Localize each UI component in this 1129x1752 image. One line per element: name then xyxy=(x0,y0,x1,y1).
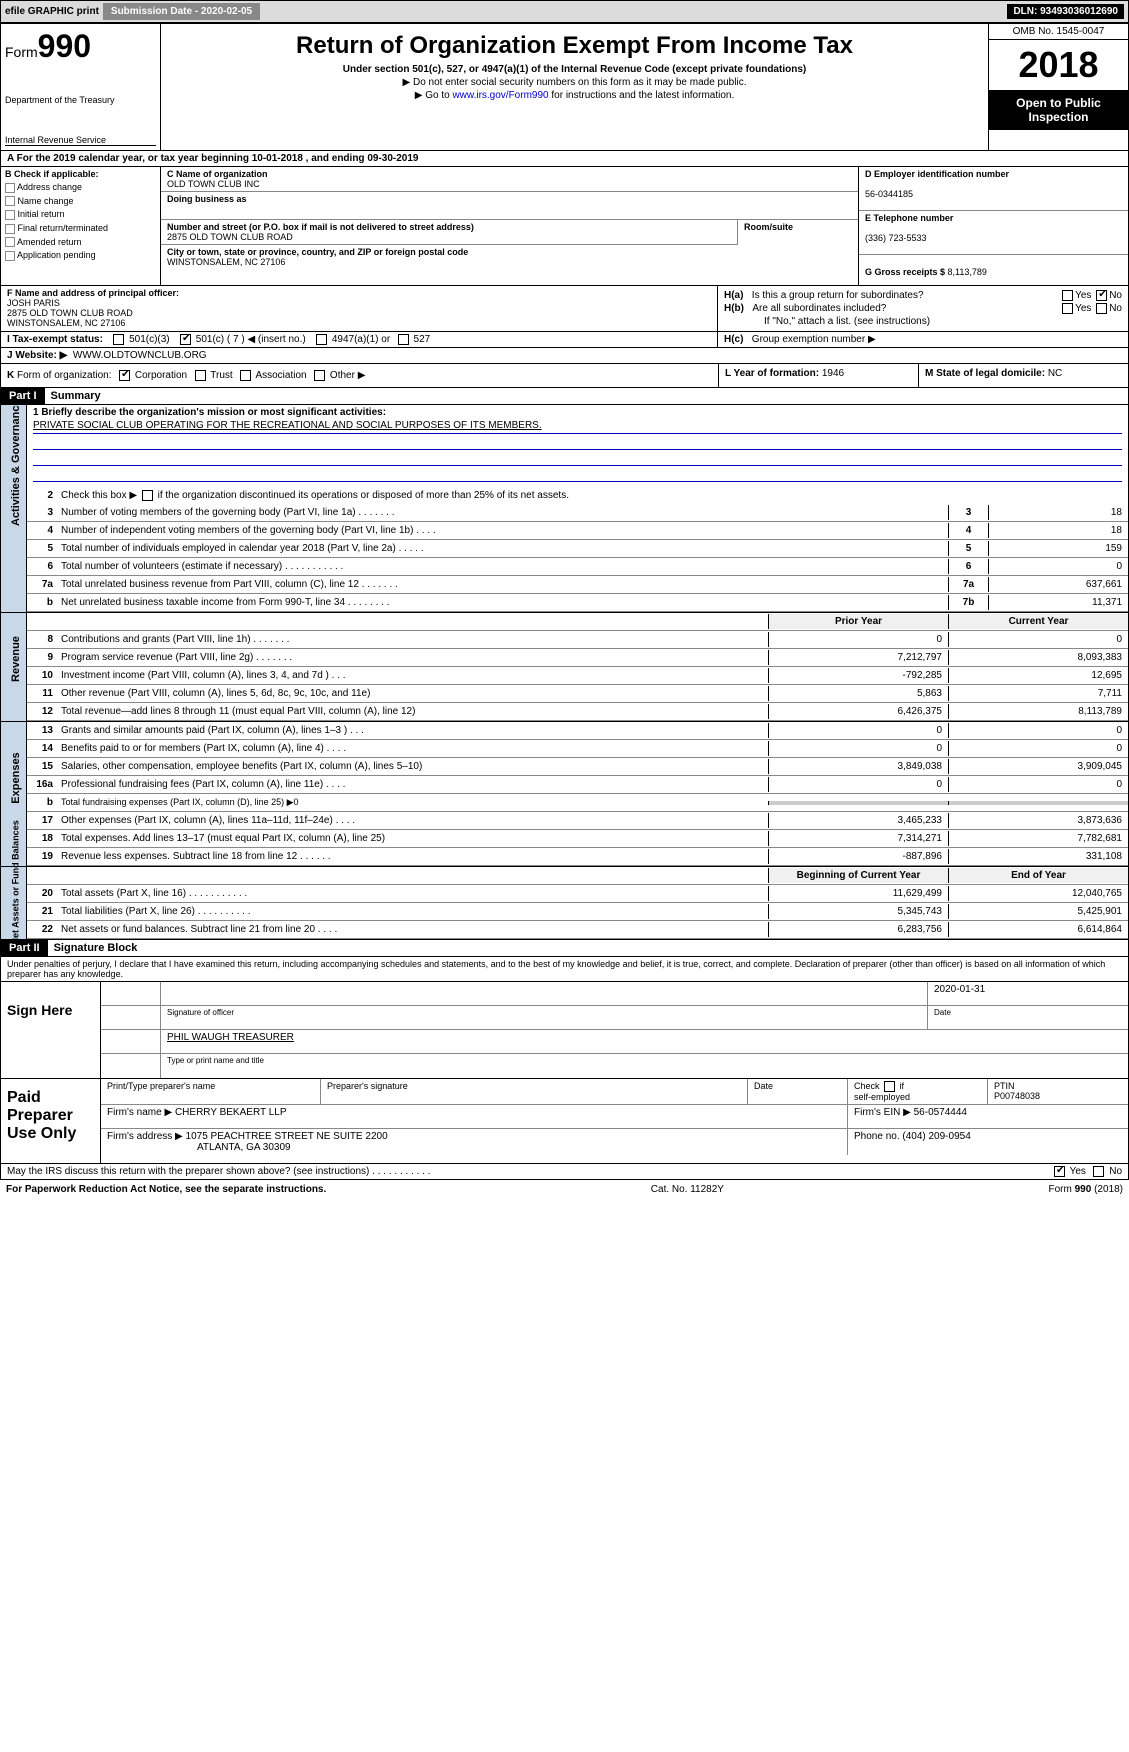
submission-date: Submission Date - 2020-02-05 xyxy=(103,3,260,20)
form-id-block: Form990 Department of the Treasury Inter… xyxy=(1,24,161,150)
hb-no[interactable] xyxy=(1096,303,1107,314)
ha-no[interactable] xyxy=(1096,290,1107,301)
line-20: 20Total assets (Part X, line 16) . . . .… xyxy=(27,885,1128,903)
line-16a: 16aProfessional fundraising fees (Part I… xyxy=(27,776,1128,794)
chk-other[interactable] xyxy=(314,370,325,381)
perjury-statement: Under penalties of perjury, I declare th… xyxy=(0,957,1129,982)
line-7b: bNet unrelated business taxable income f… xyxy=(27,594,1128,612)
vlabel-net: Net Assets or Fund Balances xyxy=(11,860,21,945)
irs-discuss-row: May the IRS discuss this return with the… xyxy=(0,1164,1129,1180)
section-fh: F Name and address of principal officer:… xyxy=(0,286,1129,332)
chk-corp[interactable] xyxy=(119,370,130,381)
sign-here-section: Sign Here 2020-01-31 Signature of office… xyxy=(0,982,1129,1079)
line-4: 4Number of independent voting members of… xyxy=(27,522,1128,540)
hb-yes[interactable] xyxy=(1062,303,1073,314)
chk-discontinued[interactable] xyxy=(142,490,153,501)
line-b: bTotal fundraising expenses (Part IX, co… xyxy=(27,794,1128,812)
line-9: 9Program service revenue (Part VIII, lin… xyxy=(27,649,1128,667)
line-15: 15Salaries, other compensation, employee… xyxy=(27,758,1128,776)
summary-governance: Activities & Governance 1 Briefly descri… xyxy=(0,405,1129,613)
chk-assoc[interactable] xyxy=(240,370,251,381)
row-j-website: J Website: ▶ WWW.OLDTOWNCLUB.ORG xyxy=(0,348,1129,364)
vlabel-governance: Activities & Governance xyxy=(10,416,22,526)
line-8: 8Contributions and grants (Part VIII, li… xyxy=(27,631,1128,649)
form-year-block: OMB No. 1545-0047 2018 Open to Public In… xyxy=(988,24,1128,150)
chk-501c[interactable] xyxy=(180,334,191,345)
section-bcd: B Check if applicable: Address change Na… xyxy=(0,167,1129,286)
chk-amended[interactable] xyxy=(5,237,15,247)
part1-header: Part ISummary xyxy=(0,388,1129,405)
line-13: 13Grants and similar amounts paid (Part … xyxy=(27,722,1128,740)
line-14: 14Benefits paid to or for members (Part … xyxy=(27,740,1128,758)
line-2: 2Check this box ▶ if the organization di… xyxy=(27,486,1128,504)
row-a-tax-year: A For the 2019 calendar year, or tax yea… xyxy=(0,151,1129,167)
chk-address-change[interactable] xyxy=(5,183,15,193)
row-h-group: H(a) Is this a group return for subordin… xyxy=(718,286,1128,331)
line-10: 10Investment income (Part VIII, column (… xyxy=(27,667,1128,685)
col-b-checkboxes: B Check if applicable: Address change Na… xyxy=(1,167,161,285)
summary-net-assets: Net Assets or Fund Balances Beginning of… xyxy=(0,867,1129,940)
chk-trust[interactable] xyxy=(195,370,206,381)
summary-revenue: Revenue Prior Year Current Year 8Contrib… xyxy=(0,613,1129,722)
part2-header: Part IISignature Block xyxy=(0,940,1129,957)
chk-final-return[interactable] xyxy=(5,224,15,234)
chk-501c3[interactable] xyxy=(113,334,124,345)
line-5: 5Total number of individuals employed in… xyxy=(27,540,1128,558)
ha-yes[interactable] xyxy=(1062,290,1073,301)
row-i-tax-status: I Tax-exempt status: 501(c)(3) 501(c) ( … xyxy=(0,332,1129,348)
discuss-no[interactable] xyxy=(1093,1166,1104,1177)
form-title: Return of Organization Exempt From Incom… xyxy=(165,32,984,60)
dln: DLN: 93493036012690 xyxy=(1007,4,1124,19)
chk-initial-return[interactable] xyxy=(5,210,15,220)
efile-label: efile GRAPHIC print xyxy=(5,6,99,17)
chk-self-employed[interactable] xyxy=(884,1081,895,1092)
col-d-ein: D Employer identification number56-03441… xyxy=(858,167,1128,285)
discuss-yes[interactable] xyxy=(1054,1166,1065,1177)
line-17: 17Other expenses (Part IX, column (A), l… xyxy=(27,812,1128,830)
line-3: 3Number of voting members of the governi… xyxy=(27,504,1128,522)
page-footer: For Paperwork Reduction Act Notice, see … xyxy=(0,1180,1129,1199)
chk-name-change[interactable] xyxy=(5,196,15,206)
summary-expenses: Expenses 13Grants and similar amounts pa… xyxy=(0,722,1129,867)
rev-header-row: Prior Year Current Year xyxy=(27,613,1128,631)
net-header-row: Beginning of Current Year End of Year xyxy=(27,867,1128,885)
chk-pending[interactable] xyxy=(5,251,15,261)
line-6: 6Total number of volunteers (estimate if… xyxy=(27,558,1128,576)
line-12: 12Total revenue—add lines 8 through 11 (… xyxy=(27,703,1128,721)
vlabel-revenue: Revenue xyxy=(10,624,22,694)
line-22: 22Net assets or fund balances. Subtract … xyxy=(27,921,1128,939)
col-c-org-info: C Name of organizationOLD TOWN CLUB INC … xyxy=(161,167,858,285)
line-21: 21Total liabilities (Part X, line 26) . … xyxy=(27,903,1128,921)
form990-link[interactable]: www.irs.gov/Form990 xyxy=(452,90,548,101)
form-header: Form990 Department of the Treasury Inter… xyxy=(0,23,1129,151)
row-klm: K Form of organization: Corporation Trus… xyxy=(0,364,1129,388)
row-f-officer: F Name and address of principal officer:… xyxy=(1,286,718,331)
form-title-block: Return of Organization Exempt From Incom… xyxy=(161,24,988,150)
chk-527[interactable] xyxy=(398,334,409,345)
line-7a: 7aTotal unrelated business revenue from … xyxy=(27,576,1128,594)
line-1-mission: 1 Briefly describe the organization's mi… xyxy=(27,405,1128,486)
line-18: 18Total expenses. Add lines 13–17 (must … xyxy=(27,830,1128,848)
paid-preparer-section: Paid Preparer Use Only Print/Type prepar… xyxy=(0,1079,1129,1164)
chk-4947[interactable] xyxy=(316,334,327,345)
vlabel-expenses: Expenses xyxy=(10,743,22,813)
line-19: 19Revenue less expenses. Subtract line 1… xyxy=(27,848,1128,866)
top-bar: efile GRAPHIC print Submission Date - 20… xyxy=(0,0,1129,23)
line-11: 11Other revenue (Part VIII, column (A), … xyxy=(27,685,1128,703)
